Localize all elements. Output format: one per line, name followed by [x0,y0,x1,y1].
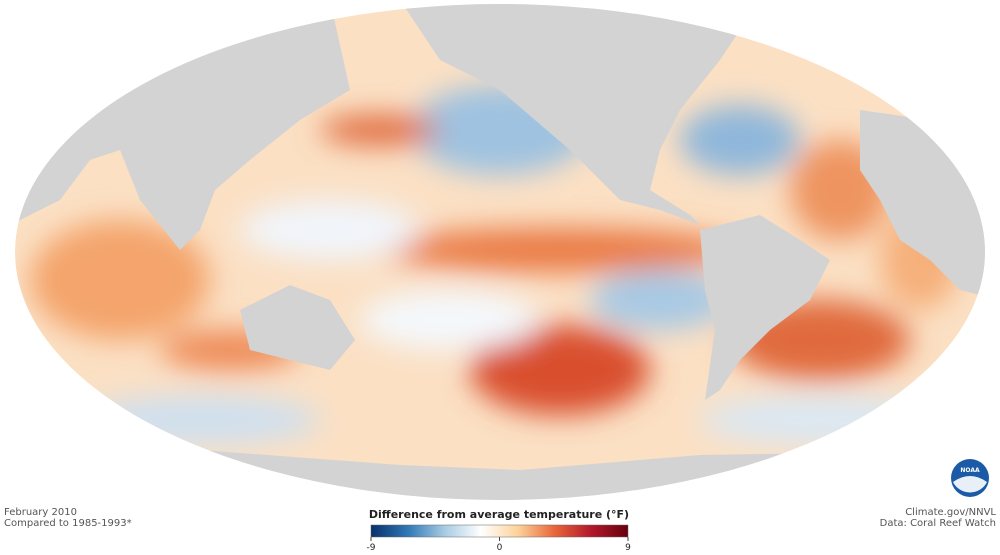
caption-date: February 2010 [4,507,77,518]
legend-title: Difference from average temperature (°F) [369,508,629,521]
logo-text: NOAA [960,467,980,474]
colorbar-tick-label: 9 [625,543,631,553]
credit-source: Data: Coral Reef Watch [880,518,996,529]
logo-wave [953,476,987,493]
colorbar [370,524,629,538]
colorbar-tick-label: -9 [367,543,376,553]
colorbar-tick-label: 0 [497,543,503,553]
credit-site: Climate.gov/NNVL [905,507,996,518]
caption-baseline: Compared to 1985-1993* [4,518,132,529]
logo: NOAA [951,459,989,497]
